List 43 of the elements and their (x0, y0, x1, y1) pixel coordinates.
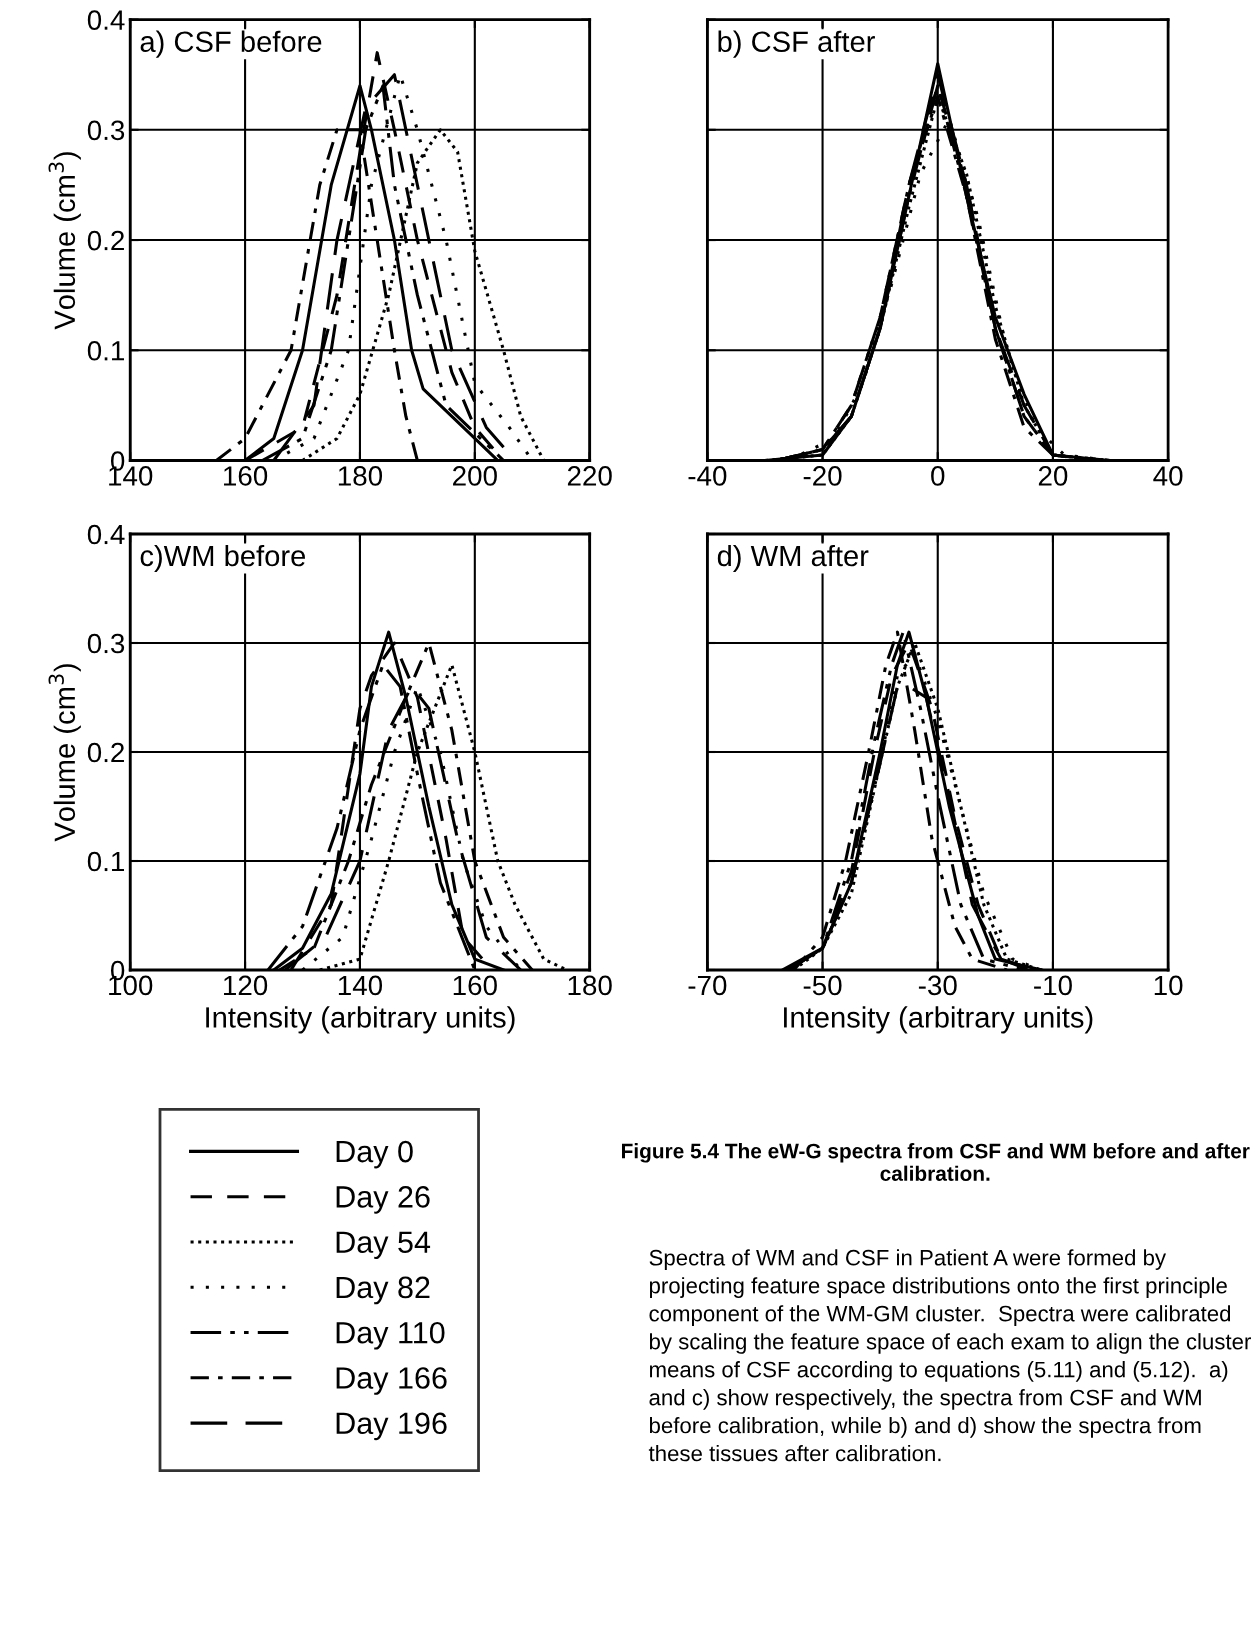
x-tick-label: -30 (918, 975, 957, 996)
x-tick-label: -10 (1034, 975, 1072, 996)
x-tick-label: 20 (1038, 466, 1068, 486)
x-tick-label: -70 (688, 975, 727, 996)
legend-label: Day 196 (336, 1412, 447, 1441)
x-tick-label: -40 (688, 466, 727, 486)
chart-title: b) CSF after (718, 30, 875, 58)
caption: Figure 5.4 The eW-G spectra from CSF and WM before and after calibration. (622, 1143, 1250, 1181)
x-tick-label: -20 (803, 466, 842, 486)
y-tick-label: 0.3 (87, 120, 125, 141)
y-tick-label: 0.2 (87, 742, 124, 763)
y-tick-label: 0.2 (87, 230, 124, 251)
y-tick-label: 0.4 (87, 10, 125, 30)
legend-label: Day 26 (336, 1186, 430, 1214)
text: Spectra of WM and CSF in Patient A were formed by projecting feature space distributions onto the first principle component of the WM-GM cluster. Spectra were calibrated by scaling the feature space of each exam to align the cluster means of CSF according to equations (5.11) and (5.12). a) and c) show respectively, the spectra from CSF and WM before calibration, while b) and d) show the spectra from these tissues after calibration. (648, 1249, 1251, 1462)
y-tick-label: 0.4 (87, 524, 125, 545)
x-tick-label: 10 (1154, 975, 1183, 996)
x-axis-title: Intensity (arbitrary units) (784, 1006, 1093, 1034)
legend-label: Day 110 (336, 1321, 445, 1350)
x-tick-label: 220 (567, 466, 612, 486)
chart-title: a) CSF before (140, 30, 322, 58)
x-tick-label: 180 (568, 975, 612, 996)
legend-label: Day 166 (336, 1367, 447, 1395)
chart-title: d) WM after (717, 544, 869, 573)
x-tick-label: 180 (338, 466, 383, 486)
legend-label: Day 0 (336, 1140, 413, 1169)
x-tick-label: 0 (931, 466, 945, 486)
y-tick-label: 0.1 (87, 851, 124, 872)
x-tick-label: 160 (453, 975, 497, 996)
x-tick-label: -50 (803, 975, 842, 996)
x-tick-label: 140 (338, 975, 383, 996)
y-axis-title: Volume (cm$^{3}$) (48, 152, 81, 330)
x-axis-title: Intensity (arbitrary units) (206, 1006, 515, 1034)
y-axis-title: Volume (cm$^{3}$) (48, 664, 81, 842)
x-tick-label: 120 (224, 975, 268, 996)
y-tick-label: 0.1 (87, 340, 124, 361)
y-tick-label: 0.3 (87, 633, 125, 654)
x-tick-label: 160 (224, 466, 268, 486)
legend-label: Day 82 (336, 1276, 430, 1305)
x-tick-label: 200 (453, 466, 497, 486)
x-tick-label: 40 (1153, 466, 1183, 486)
legend-label: Day 54 (336, 1231, 431, 1260)
chart-title: c)WM before (140, 544, 306, 573)
